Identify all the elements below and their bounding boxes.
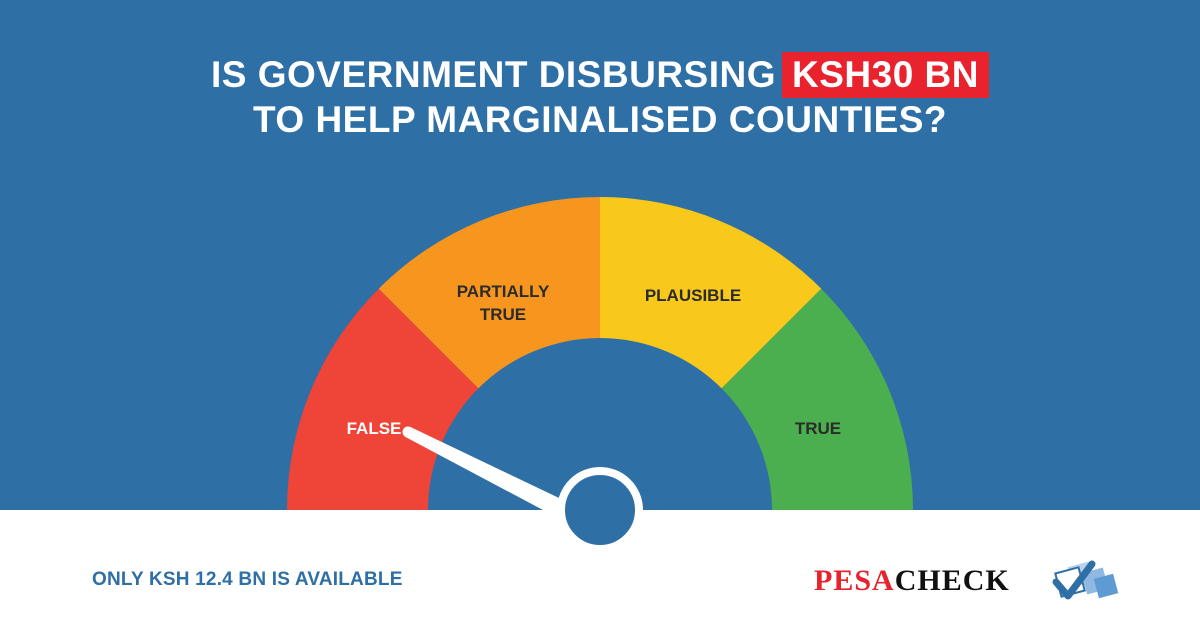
pesacheck-logo: PESACHECK	[814, 556, 1124, 616]
gauge-needle	[405, 427, 580, 527]
gauge-label-plausible: PLAUSIBLE	[645, 286, 741, 305]
logo-pesa: PESA	[814, 564, 895, 597]
gauge-label-partially: PARTIALLY	[457, 282, 550, 301]
gauge-segment-plausible	[600, 197, 822, 389]
checkmark-icon	[1052, 560, 1119, 600]
gauge-segment-true	[721, 288, 913, 510]
headline-prefix: IS GOVERNMENT DISBURSING	[211, 54, 776, 95]
gauge-segment-partially-true	[378, 197, 600, 389]
headline-highlight: KSH30 BN	[782, 52, 989, 98]
headline-line-1: IS GOVERNMENT DISBURSING KSH30 BN	[0, 52, 1200, 98]
gauge-needle-tip	[402, 426, 414, 438]
logo-wordmark: PESACHECK	[814, 564, 1010, 598]
logo-check: CHECK	[894, 564, 1010, 597]
gauge-label-false: FALSE	[347, 419, 402, 438]
gauge-label-true-partial: TRUE	[480, 305, 526, 324]
headline-line-2: TO HELP MARGINALISED COUNTIES?	[252, 99, 948, 140]
gauge-label-true: TRUE	[795, 419, 841, 438]
verdict-note: ONLY KSH 12.4 BN IS AVAILABLE	[92, 569, 403, 590]
gauge-segment-false	[287, 288, 479, 510]
gauge-hub	[557, 467, 643, 553]
